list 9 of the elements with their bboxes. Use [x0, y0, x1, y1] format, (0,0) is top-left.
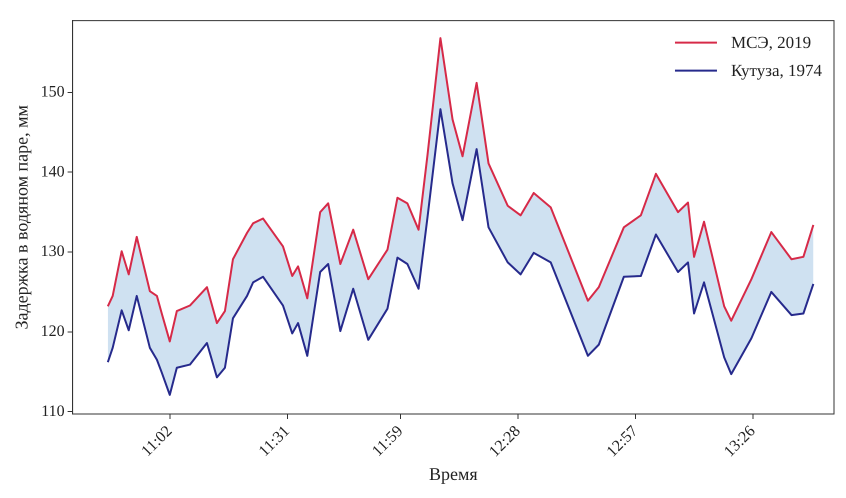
- legend-label: Кутуза, 1974: [730, 61, 822, 80]
- y-tick-label: 130: [40, 243, 65, 260]
- y-tick-label: 140: [40, 163, 65, 180]
- legend-label: МСЭ, 2019: [730, 33, 812, 52]
- y-tick-label: 150: [40, 84, 65, 101]
- x-axis-title: Время: [428, 464, 478, 484]
- y-tick-label: 110: [41, 402, 65, 420]
- y-tick-label: 120: [40, 323, 65, 340]
- y-axis-title: Задержка в водяном паре, мм: [12, 105, 32, 330]
